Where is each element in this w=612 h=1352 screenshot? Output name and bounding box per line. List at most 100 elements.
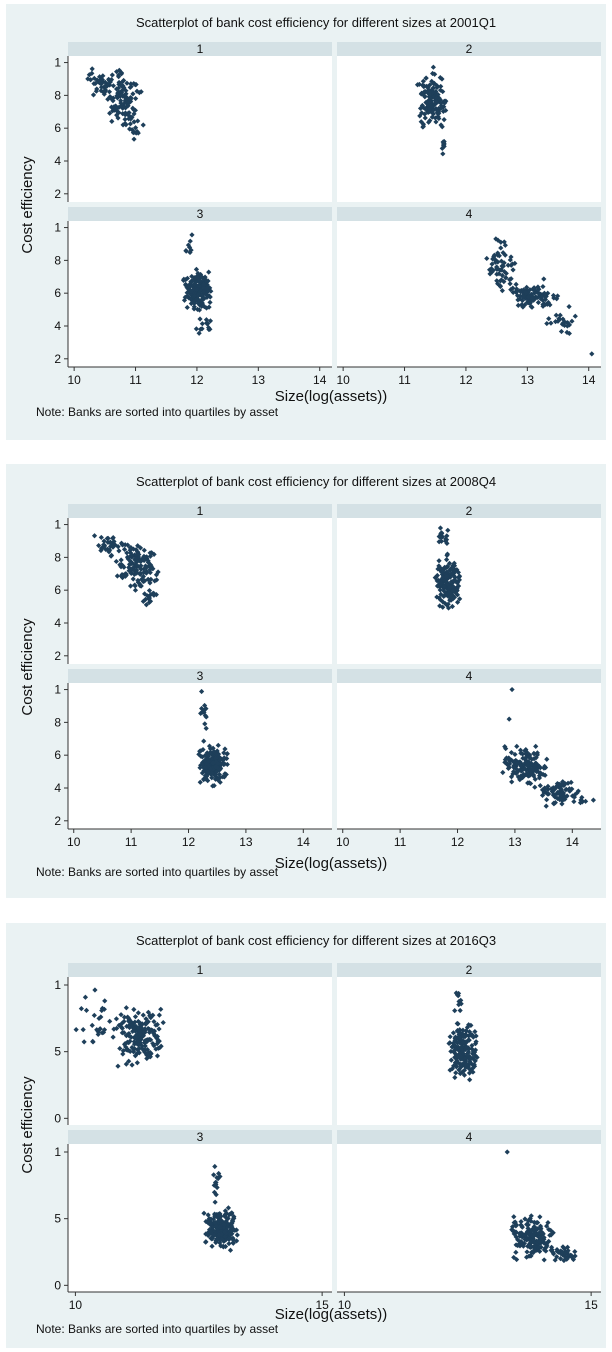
scatter-point: [548, 786, 554, 792]
scatter-point: [465, 1037, 472, 1043]
scatter-point: [221, 1229, 228, 1235]
scatter-point: [521, 765, 527, 771]
scatter-point: [540, 283, 546, 290]
scatter-point: [550, 788, 556, 795]
scatter-point: [221, 774, 227, 780]
scatter-point: [569, 318, 575, 324]
panel-plot-area: [337, 1144, 601, 1292]
scatter-point: [151, 592, 157, 598]
scatter-point: [216, 767, 222, 773]
scatter-point: [227, 1231, 233, 1238]
scatter-point: [134, 1025, 140, 1031]
scatter-point: [564, 1244, 571, 1250]
scatter-point: [456, 577, 462, 583]
x-tick-label: 13: [508, 835, 522, 849]
scatter-point: [125, 1047, 131, 1053]
panel-3: 3 0 5 1 10 15: [54, 1130, 332, 1312]
scatter-point: [207, 749, 214, 755]
scatter-point: [215, 742, 221, 748]
scatter-point: [539, 1237, 545, 1243]
scatter-point: [447, 1040, 453, 1046]
scatter-point: [425, 88, 431, 95]
chart-title: Scatterplot of bank cost efficiency for …: [136, 15, 496, 30]
scatter-point: [201, 709, 207, 716]
scatter-point: [229, 1217, 236, 1223]
scatter-point: [527, 300, 533, 306]
scatter-point: [438, 591, 444, 597]
scatter-point: [142, 1043, 148, 1049]
scatter-point: [453, 990, 459, 996]
scatter-point: [503, 745, 509, 752]
scatter-point: [520, 1232, 526, 1239]
y-tick-label: 4: [54, 319, 61, 333]
scatter-point: [432, 101, 438, 107]
scatter-point: [209, 775, 215, 781]
scatter-point: [234, 1232, 240, 1238]
y-tick-label: 2: [54, 352, 61, 366]
scatter-point: [531, 756, 537, 762]
scatter-point: [225, 1205, 232, 1211]
panel-plot-area: [337, 56, 601, 202]
scatter-point: [119, 1030, 125, 1036]
scatter-point: [211, 1189, 218, 1195]
scatter-point: [541, 301, 547, 307]
scatter-point: [199, 326, 205, 332]
scatter-point: [439, 571, 445, 578]
scatter-point: [541, 1234, 547, 1241]
scatter-point: [546, 1226, 552, 1233]
scatter-point: [512, 751, 518, 758]
x-tick-label: 10: [67, 373, 81, 387]
scatter-point: [137, 1028, 143, 1034]
scatter-point: [457, 1040, 463, 1046]
scatter-point: [582, 798, 589, 804]
scatter-point: [207, 746, 214, 752]
scatter-point: [429, 100, 435, 106]
scatter-point: [511, 1231, 517, 1237]
scatter-point: [545, 299, 551, 306]
scatter-point: [139, 1045, 145, 1051]
scatter-point: [109, 72, 115, 78]
scatter-point: [524, 754, 530, 760]
scatter-point: [508, 749, 515, 756]
panel-strip-label: 4: [466, 1130, 473, 1144]
y-tick-label: 4: [54, 616, 61, 630]
scatter-point: [204, 285, 210, 291]
scatter-point: [187, 238, 193, 244]
scatter-point: [452, 1047, 458, 1053]
y-tick-label: 1: [54, 1145, 61, 1159]
scatter-point: [208, 1221, 214, 1227]
scatter-point: [531, 285, 537, 291]
scatter-point: [532, 776, 538, 782]
scatter-point: [545, 290, 551, 296]
scatter-point: [203, 725, 209, 731]
scatter-points: [414, 64, 449, 157]
panel-strip: [68, 207, 332, 221]
scatter-point: [495, 237, 501, 243]
x-tick-label: 14: [582, 373, 596, 387]
scatter-point: [438, 122, 444, 128]
scatter-point: [210, 745, 216, 751]
scatter-point: [560, 320, 566, 326]
scatter-point: [414, 82, 421, 88]
scatter-point: [572, 1253, 578, 1259]
scatter-point: [552, 1257, 558, 1263]
scatter-point: [552, 786, 558, 792]
scatter-point: [207, 294, 213, 300]
scatter-point: [123, 1005, 129, 1011]
scatter-point: [184, 304, 190, 311]
scatter-point: [446, 590, 452, 596]
scatter-point: [125, 556, 131, 562]
scatter-point: [546, 316, 552, 322]
y-tick-label: 4: [54, 781, 61, 795]
scatter-point: [105, 96, 111, 102]
panel-strip-label: 3: [197, 1130, 204, 1144]
scatter-point: [554, 296, 560, 302]
scatter-point: [428, 88, 435, 94]
scatter-point: [134, 88, 140, 94]
scatter-point: [131, 1006, 137, 1013]
panel-strip-label: 3: [197, 669, 204, 683]
y-axis-label: Cost efficiency: [19, 156, 36, 254]
scatter-point: [140, 598, 146, 604]
scatter-point: [132, 125, 139, 131]
